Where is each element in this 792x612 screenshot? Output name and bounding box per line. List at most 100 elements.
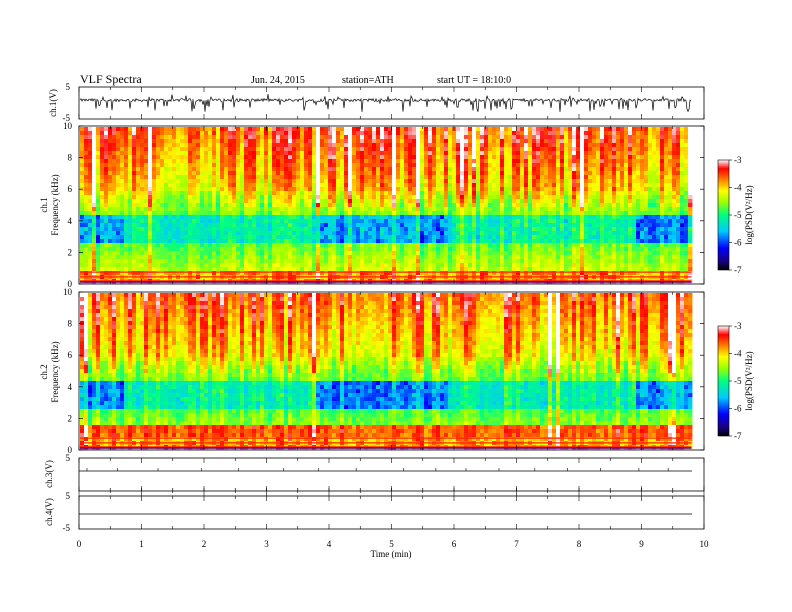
spectrogram-cell [564,151,569,156]
spectrogram-cell [268,207,273,212]
spectrogram-cell [92,187,97,192]
spectrogram-cell [232,135,237,140]
spectrogram-cell [120,127,125,132]
spectrogram-cell [580,239,585,244]
spectrogram-cell [384,163,389,168]
spectrogram-cell [148,139,153,144]
spectrogram-cell [492,231,497,236]
spectrogram-cell [320,171,325,176]
spectrogram-cell [512,143,517,148]
spectrogram-cell [564,263,569,268]
spectrogram-cell [92,211,97,216]
spectrogram-cell [392,155,397,160]
spectrogram-cell [360,155,365,160]
spectrogram-cell [504,251,509,256]
spectrogram-cell [408,263,413,268]
spectrogram-cell [208,235,213,240]
spectrogram-cell [396,183,401,188]
spectrogram-cell [380,267,385,272]
spectrogram-cell [180,227,185,232]
spectrogram-cell [96,167,101,172]
spectrogram-cell [344,155,349,160]
spectrogram-cell [128,199,133,204]
spectrogram-cell [240,187,245,192]
spectrogram-cell [320,247,325,252]
spectrogram-cell [556,251,561,256]
spectrogram-cell [556,263,561,268]
spectrogram-cell [332,171,337,176]
spectrogram-cell [284,235,289,240]
spectrogram-cell [360,243,365,248]
spectrogram-cell [544,207,549,212]
spectrogram-cell [232,159,237,164]
spectrogram-cell [116,231,121,236]
spectrogram-cell [132,231,137,236]
spectrogram-cell [100,227,105,232]
spectrogram-cell [128,159,133,164]
spectrogram-cell [432,135,437,140]
spectrogram-cell [472,191,477,196]
spectrogram-cell [492,195,497,200]
spectrogram-cell [468,187,473,192]
spectrogram-cell [176,267,181,272]
spectrogram-cell [456,239,461,244]
spectrogram-cell [480,223,485,228]
spectrogram-cell [472,239,477,244]
spectrogram-cell [396,167,401,172]
spectrogram-cell [144,219,149,224]
spectrogram-cell [572,239,577,244]
spectrogram-cell [296,243,301,248]
spectrogram-cell [276,247,281,252]
spectrogram-cell [560,143,565,148]
spectrogram-cell [384,247,389,252]
spectrogram-cell [360,263,365,268]
spectrogram-cell [584,219,589,224]
spectrogram-cell [588,159,593,164]
spectrogram-cell [228,215,233,220]
spectrogram-cell [568,247,573,252]
spectrogram-cell [368,139,373,144]
spectrogram-cell [328,227,333,232]
spectrogram-cell [368,243,373,248]
spectrogram-cell [240,159,245,164]
spectrogram-cell [136,191,141,196]
spectrogram-cell [96,191,101,196]
spectrogram-cell [188,135,193,140]
spectrogram-cell [296,155,301,160]
spectrogram-cell [88,219,93,224]
spectrogram-cell [504,191,509,196]
spectrogram-cell [176,171,181,176]
spectrogram-cell [576,179,581,184]
spectrogram-cell [480,271,485,276]
spectrogram-cell [224,207,229,212]
spectrogram-cell [516,223,521,228]
spectrogram-cell [492,187,497,192]
spectrogram-cell [268,183,273,188]
spectrogram-cell [156,191,161,196]
spectrogram-cell [324,143,329,148]
spectrogram-cell [232,179,237,184]
spectrogram-cell [224,223,229,228]
spectrogram-cell [572,271,577,276]
spectrogram-cell [332,151,337,156]
spectrogram-cell [488,131,493,136]
spectrogram-cell [384,231,389,236]
spectrogram-cell [156,167,161,172]
spectrogram-cell [336,195,341,200]
spectrogram-cell [172,135,177,140]
spectrogram-cell [568,191,573,196]
spectrogram-cell [212,219,217,224]
spectrogram-cell [152,139,157,144]
spectrogram-cell [160,207,165,212]
spectrogram-cell [472,267,477,272]
spectrogram-cell [88,215,93,220]
spectrogram-cell [104,131,109,136]
spectrogram-cell [484,135,489,140]
spectrogram-cell [512,227,517,232]
spectrogram-cell [112,227,117,232]
spectrogram-cell [292,187,297,192]
spectrogram-cell [308,235,313,240]
spectrogram-cell [372,147,377,152]
spectrogram-cell [528,223,533,228]
spectrogram-cell [172,183,177,188]
